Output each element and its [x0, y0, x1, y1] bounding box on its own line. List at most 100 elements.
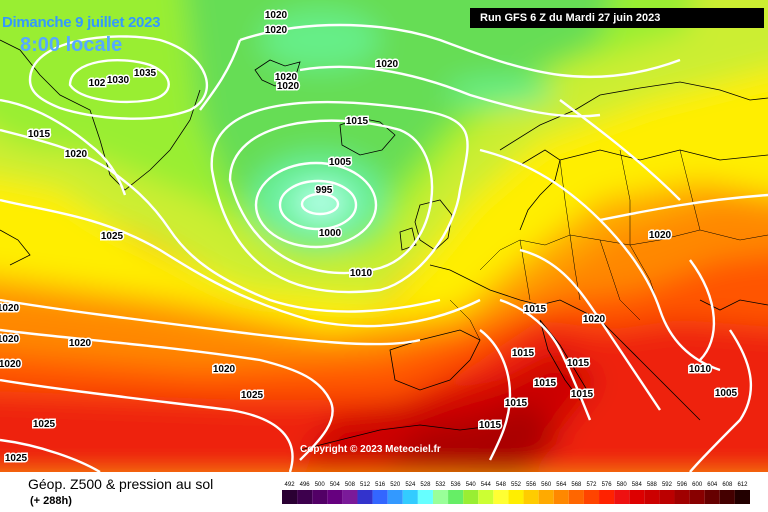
isobar-label: 102 — [89, 78, 106, 89]
isobar-label: 1025 — [241, 390, 264, 401]
legend-swatch — [357, 490, 373, 504]
isobar-labels: 1020102010201020102010351030102101510201… — [0, 9, 739, 466]
legend-swatch — [417, 490, 433, 504]
legend-tick-label: 540 — [466, 482, 477, 488]
legend-swatch — [568, 490, 584, 504]
legend-tick-label: 560 — [541, 482, 552, 488]
legend-swatch — [704, 490, 720, 504]
isobar-label: 1005 — [715, 388, 738, 399]
legend-tick-label: 500 — [315, 482, 326, 488]
isobar-label: 1015 — [571, 389, 594, 400]
legend-tick-label: 524 — [405, 482, 416, 488]
legend-tick-label: 584 — [632, 482, 643, 488]
legend-swatch — [674, 490, 690, 504]
legend-tick-label: 612 — [737, 482, 748, 488]
legend-tick-label: 528 — [420, 482, 431, 488]
isobar-label: 1020 — [0, 303, 20, 314]
legend-tick-label: 596 — [677, 482, 688, 488]
legend-swatch — [342, 490, 358, 504]
legend-swatch — [599, 490, 615, 504]
country-borders — [449, 149, 768, 341]
legend-tick-label: 496 — [300, 482, 311, 488]
legend-tick-label: 508 — [345, 482, 356, 488]
forecast-range: (+ 288h) — [30, 495, 72, 507]
legend-tick-label: 532 — [436, 482, 447, 488]
isobar-label: 1000 — [319, 228, 342, 239]
isobar-label: 1025 — [5, 453, 28, 464]
isobar-label: 1015 — [512, 348, 535, 359]
isobar-label: 1015 — [28, 129, 51, 140]
color-scale-legend: 492 496 500 504 508 512 516 520 524 528 532 536 540 5… — [282, 482, 750, 504]
forecast-time: 8:00 locale — [20, 34, 123, 56]
isobar-label: 995 — [316, 185, 333, 196]
isobar-label: 1030 — [107, 75, 130, 86]
isobar-label: 1025 — [101, 231, 124, 242]
legend-tick-label: 600 — [692, 482, 703, 488]
isobar-label: 1015 — [346, 116, 369, 127]
legend-swatch — [644, 490, 660, 504]
legend-tick-label: 564 — [556, 482, 567, 488]
isobar-label: 1015 — [567, 358, 590, 369]
legend-swatch — [659, 490, 675, 504]
legend-swatch — [387, 490, 403, 504]
legend-tick-label: 576 — [602, 482, 613, 488]
legend-swatch — [553, 490, 569, 504]
forecast-date: Dimanche 9 juillet 2023 — [2, 14, 161, 31]
legend-tick-label: 504 — [330, 482, 341, 488]
legend-swatch — [538, 490, 554, 504]
geopotential-field — [0, 0, 768, 472]
isobar-label: 1020 — [65, 149, 88, 160]
legend-tick-label: 520 — [390, 482, 401, 488]
isobar-label: 1015 — [534, 378, 557, 389]
legend-tick-label: 588 — [647, 482, 658, 488]
map-title: Géop. Z500 & pression au sol — [28, 476, 214, 492]
isobar-label: 1010 — [689, 364, 712, 375]
isobar-label: 1020 — [649, 230, 672, 241]
isobar-label: 1020 — [265, 10, 288, 21]
legend-swatch — [523, 490, 539, 504]
legend-tick-label: 568 — [571, 482, 582, 488]
legend-tick-label: 512 — [360, 482, 371, 488]
isobar-label: 1010 — [350, 268, 373, 279]
coastlines — [0, 39, 768, 451]
legend-swatch — [463, 490, 479, 504]
legend-swatch — [629, 490, 645, 504]
legend-tick-label: 548 — [496, 482, 507, 488]
legend-swatch — [372, 490, 388, 504]
legend-swatch — [312, 490, 328, 504]
legend-tick-label: 516 — [375, 482, 386, 488]
isobar-label: 1025 — [33, 419, 56, 430]
legend-tick-label: 572 — [586, 482, 597, 488]
legend-tick-label: 544 — [481, 482, 492, 488]
isobar-label: 1020 — [213, 364, 236, 375]
isobar-label: 1020 — [376, 59, 399, 70]
isobar-label: 1020 — [277, 81, 300, 92]
legend-tick-label: 580 — [617, 482, 628, 488]
legend-swatch — [448, 490, 464, 504]
isobar-label: 1020 — [0, 359, 22, 370]
legend-swatch — [327, 490, 343, 504]
isobar-label: 1015 — [479, 420, 502, 431]
isobar-label: 1020 — [583, 314, 606, 325]
isobar-label: 1020 — [275, 72, 298, 83]
isobar-label: 1020 — [69, 338, 92, 349]
isobar-label: 1015 — [505, 398, 528, 409]
legend-swatch — [297, 490, 313, 504]
legend-tick-label: 536 — [451, 482, 462, 488]
legend-swatch — [614, 490, 630, 504]
legend-tick-label: 552 — [511, 482, 522, 488]
isobars — [0, 23, 768, 472]
legend-swatch — [402, 490, 418, 504]
legend-tick-label: 492 — [285, 482, 296, 488]
legend-swatch — [719, 490, 735, 504]
legend-tick-label: 592 — [662, 482, 673, 488]
legend-tick-label: 604 — [707, 482, 718, 488]
run-info-banner: Run GFS 6 Z du Mardi 27 juin 2023 — [470, 8, 764, 28]
legend-tick-label: 556 — [526, 482, 537, 488]
isobar-label: 1020 — [0, 334, 20, 345]
isobar-label: 1020 — [265, 25, 288, 36]
legend-tick-label: 608 — [722, 482, 733, 488]
legend-swatch — [493, 490, 509, 504]
isobar-label: 1015 — [524, 304, 547, 315]
